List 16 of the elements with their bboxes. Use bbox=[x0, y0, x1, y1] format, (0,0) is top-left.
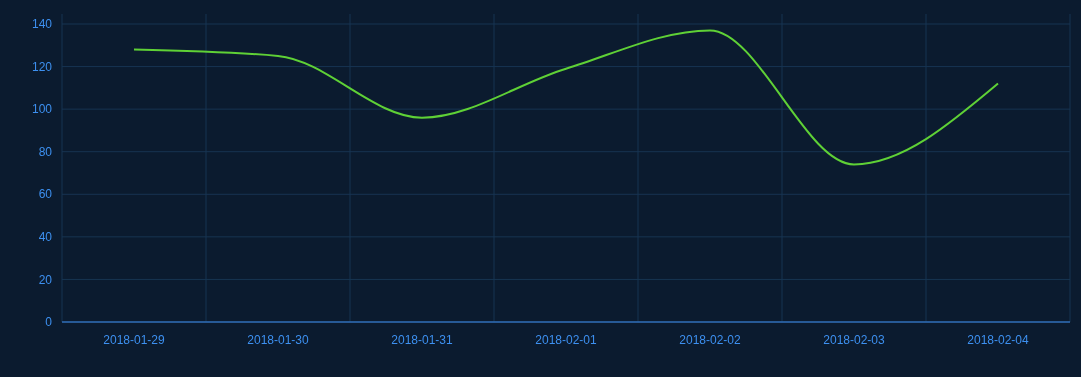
x-tick-label: 2018-02-03 bbox=[823, 333, 886, 347]
y-tick-label: 100 bbox=[31, 102, 53, 117]
x-tick-label: 2018-01-30 bbox=[247, 333, 310, 347]
y-tick-label: 20 bbox=[38, 272, 53, 287]
y-tick-label: 140 bbox=[31, 17, 53, 32]
y-tick-label: 80 bbox=[38, 144, 53, 159]
x-tick-label: 2018-02-02 bbox=[679, 333, 742, 347]
y-tick-label: 60 bbox=[38, 187, 53, 202]
x-tick-label: 2018-02-01 bbox=[535, 333, 598, 347]
line-series bbox=[133, 29, 999, 166]
y-tick-label: 40 bbox=[38, 230, 53, 245]
x-tick-label: 2018-02-04 bbox=[967, 333, 1030, 347]
y-tick-label: 0 bbox=[45, 315, 53, 330]
x-tick-label: 2018-01-29 bbox=[103, 333, 166, 347]
x-tick-label: 2018-01-31 bbox=[391, 333, 454, 347]
y-tick-label: 120 bbox=[31, 59, 53, 74]
